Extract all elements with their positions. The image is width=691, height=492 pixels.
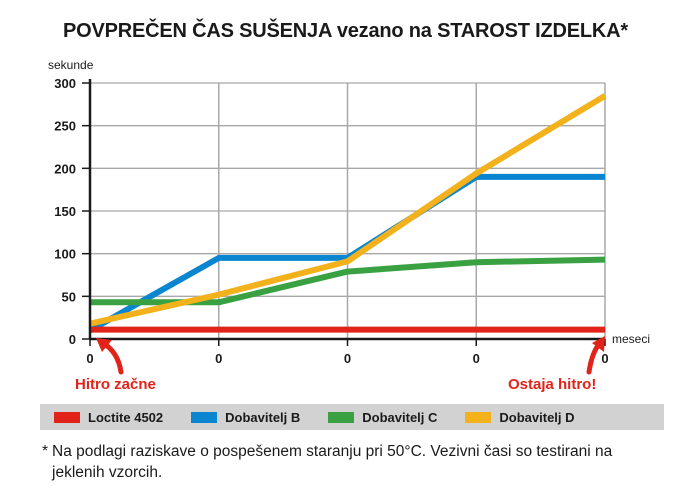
- x-tick-label: 0: [86, 351, 93, 366]
- arrow-layer: [96, 336, 605, 375]
- series-layer: [88, 93, 607, 334]
- y-tick-label: 250: [54, 119, 76, 134]
- x-tick-label: 0: [344, 351, 351, 366]
- series-line-3: [89, 93, 607, 327]
- x-axis-label: meseci: [612, 332, 650, 346]
- y-axis-label: sekunde: [48, 58, 94, 72]
- legend-swatch: [465, 411, 492, 423]
- legend-item: Dobavitelj D: [465, 409, 575, 425]
- y-tick-label: 300: [54, 76, 76, 91]
- annotation-start: Hitro začne: [75, 376, 156, 393]
- arrow-end-head: [592, 336, 605, 352]
- y-tick-label: 0: [69, 332, 76, 347]
- y-tick-label: 200: [54, 161, 76, 176]
- y-tick-label: 50: [62, 289, 76, 304]
- legend-swatch: [54, 411, 80, 423]
- legend: Loctite 4502 Dobavitelj B Dobavitelj C D…: [40, 404, 664, 430]
- grid-layer: [90, 82, 606, 339]
- chart-title: POVPREČEN ČAS SUŠENJA vezano na STAROST …: [63, 20, 628, 42]
- x-tick-label: 0: [601, 351, 608, 366]
- axis-layer: [82, 79, 606, 346]
- legend-item: Loctite 4502: [54, 410, 163, 425]
- footnote-text: Na podlagi raziskave o pospešenem staran…: [52, 443, 613, 481]
- footnote-star: *: [42, 443, 49, 460]
- x-tick-label: 0: [215, 351, 222, 366]
- legend-swatch: [328, 411, 355, 423]
- legend-item: Dobavitelj C: [328, 410, 437, 425]
- arrow-start-head: [96, 338, 112, 352]
- legend-item: Dobavitelj B: [191, 410, 300, 425]
- legend-label: Loctite 4502: [88, 409, 164, 425]
- annotation-end: Ostaja hitro!: [508, 376, 596, 393]
- legend-label: Dobavitelj C: [362, 409, 438, 425]
- y-tick-label: 150: [54, 204, 76, 219]
- legend-label: Dobavitelj D: [499, 409, 575, 425]
- legend-label: Dobavitelj B: [225, 409, 301, 425]
- y-tick-label: 100: [54, 247, 76, 262]
- legend-swatch: [191, 411, 218, 423]
- x-tick-label: 0: [473, 351, 480, 366]
